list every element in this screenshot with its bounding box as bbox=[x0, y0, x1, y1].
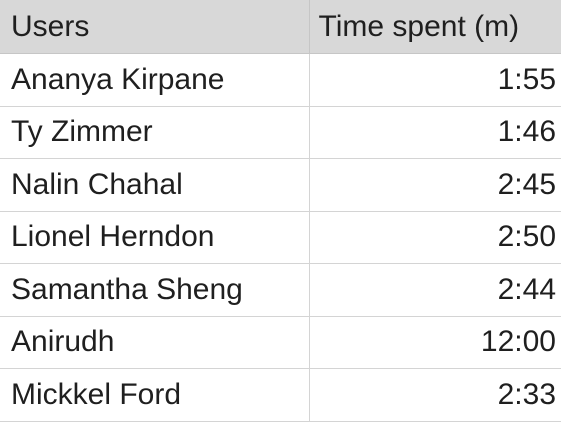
table-row: Samantha Sheng 2:44 bbox=[0, 263, 561, 317]
user-name-cell[interactable]: Lionel Herndon bbox=[0, 210, 310, 264]
time-spent-cell[interactable]: 12:00 bbox=[308, 315, 561, 369]
time-spent-cell[interactable]: 2:44 bbox=[308, 263, 561, 317]
user-name-cell[interactable]: Samantha Sheng bbox=[0, 263, 310, 317]
user-name-cell[interactable]: Anirudh bbox=[0, 315, 310, 369]
time-spent-cell[interactable]: 1:46 bbox=[308, 105, 561, 159]
time-spent-column-header[interactable]: Time spent (m) bbox=[308, 0, 561, 54]
time-spent-cell[interactable]: 2:50 bbox=[308, 210, 561, 264]
time-spent-cell[interactable]: 2:33 bbox=[308, 368, 561, 422]
table-row: Anirudh 12:00 bbox=[0, 315, 561, 369]
table-row: Lionel Herndon 2:50 bbox=[0, 210, 561, 264]
user-name-cell[interactable]: Nalin Chahal bbox=[0, 158, 310, 212]
table-row: Nalin Chahal 2:45 bbox=[0, 158, 561, 212]
time-spent-cell[interactable]: 1:55 bbox=[308, 53, 561, 107]
table-row: Ananya Kirpane 1:55 bbox=[0, 53, 561, 107]
user-name-cell[interactable]: Mickkel Ford bbox=[0, 368, 310, 422]
time-spent-cell[interactable]: 2:45 bbox=[308, 158, 561, 212]
user-name-cell[interactable]: Ty Zimmer bbox=[0, 105, 310, 159]
table-row: Ty Zimmer 1:46 bbox=[0, 105, 561, 159]
user-name-cell[interactable]: Ananya Kirpane bbox=[0, 53, 310, 107]
table-row: Mickkel Ford 2:33 bbox=[0, 368, 561, 422]
users-column-header[interactable]: Users bbox=[0, 0, 310, 54]
header-row: Users Time spent (m) bbox=[0, 0, 561, 54]
